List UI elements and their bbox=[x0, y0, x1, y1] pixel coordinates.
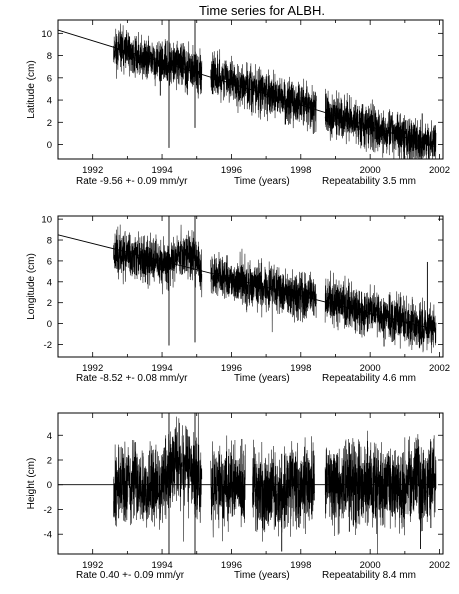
longitude-time-label: Time (years) bbox=[234, 373, 290, 384]
longitude-series-segment bbox=[113, 224, 203, 298]
longitude-y-tick-label: 6 bbox=[47, 256, 52, 267]
latitude-x-tick-label: 1996 bbox=[221, 165, 242, 176]
longitude-x-tick-label: 1998 bbox=[290, 363, 311, 374]
latitude-series bbox=[57, 20, 437, 159]
longitude-y-tick-label: 4 bbox=[47, 277, 52, 288]
longitude-series-segment bbox=[324, 270, 437, 354]
latitude-y-tick-label: 4 bbox=[47, 96, 52, 107]
height-x-tick-label: 1992 bbox=[82, 560, 103, 571]
height-y-tick-label: 2 bbox=[47, 456, 52, 467]
latitude-plot-frame bbox=[57, 19, 444, 160]
longitude-plot-frame bbox=[57, 215, 444, 358]
longitude-x-tick-label: 1994 bbox=[151, 363, 172, 374]
latitude-y-tick-label: 8 bbox=[47, 51, 52, 62]
longitude-rate-label: Rate -8.52 +- 0.08 mm/yr bbox=[76, 373, 188, 384]
height-x-tick-label: 1994 bbox=[151, 560, 172, 571]
latitude-time-label: Time (years) bbox=[234, 176, 290, 187]
height-series bbox=[58, 413, 437, 554]
latitude-series-segment bbox=[210, 49, 317, 135]
latitude-y-tick-label: 0 bbox=[47, 140, 52, 151]
latitude-series-segment bbox=[113, 23, 203, 99]
longitude-series-segment bbox=[210, 248, 317, 333]
latitude-axis-label: Latitude (cm) bbox=[26, 60, 37, 118]
height-repeatability-label: Repeatability 8.4 mm bbox=[322, 570, 416, 581]
longitude-y-tick-label: 2 bbox=[47, 298, 52, 309]
longitude-y-tick-label: 8 bbox=[47, 236, 52, 247]
latitude-x-tick-label: 1998 bbox=[290, 165, 311, 176]
longitude-x-tick-label: 2002 bbox=[429, 363, 450, 374]
figure-title: Time series for ALBH. bbox=[199, 3, 325, 18]
longitude-x-tick-label: 2000 bbox=[360, 363, 381, 374]
height-x-tick-label: 2000 bbox=[360, 560, 381, 571]
height-axis-ticks: 1992 1994 1996 1998 2000 2002 -4 -2 0 2 4 bbox=[44, 413, 450, 571]
height-series-segment bbox=[113, 413, 203, 542]
height-y-tick-label: 0 bbox=[47, 480, 52, 491]
latitude-repeatability-label: Repeatability 3.5 mm bbox=[322, 176, 416, 187]
height-plot-frame bbox=[57, 412, 444, 555]
latitude-panel: 1992 1994 1996 1998 2000 2002 0 2 4 6 8 10 Latitude… bbox=[26, 19, 450, 187]
height-axis-label: Height (cm) bbox=[26, 458, 37, 510]
latitude-rate-label: Rate -9.56 +- 0.09 mm/yr bbox=[76, 176, 188, 187]
longitude-axis-ticks: 1992 1994 1996 1998 2000 2002 -2 0 2 4 6 8 10 bbox=[41, 215, 450, 374]
latitude-axis-ticks: 1992 1994 1996 1998 2000 2002 0 2 4 6 8 10 bbox=[41, 20, 450, 176]
height-series-segment bbox=[210, 435, 246, 542]
latitude-x-tick-label: 1992 bbox=[82, 165, 103, 176]
longitude-y-tick-label: -2 bbox=[44, 340, 52, 351]
longitude-repeatability-label: Repeatability 4.6 mm bbox=[322, 373, 416, 384]
longitude-series bbox=[57, 216, 437, 354]
latitude-x-tick-label: 2000 bbox=[360, 165, 381, 176]
longitude-panel: 1992 1994 1996 1998 2000 2002 -2 0 2 4 6 8 10 Longit… bbox=[26, 215, 450, 384]
latitude-y-tick-label: 10 bbox=[41, 29, 52, 40]
latitude-x-tick-label: 2002 bbox=[429, 165, 450, 176]
height-panel: 1992 1994 1996 1998 2000 2002 -4 -2 0 2 4 Height (… bbox=[26, 412, 450, 581]
longitude-x-tick-label: 1992 bbox=[82, 363, 103, 374]
height-rate-label: Rate 0.40 +- 0.09 mm/yr bbox=[76, 570, 185, 581]
height-x-tick-label: 1996 bbox=[221, 560, 242, 571]
height-x-tick-label: 1998 bbox=[290, 560, 311, 571]
height-series-segment bbox=[252, 436, 315, 542]
height-y-tick-label: -2 bbox=[44, 505, 52, 516]
latitude-y-tick-label: 2 bbox=[47, 118, 52, 129]
latitude-series-segment bbox=[324, 88, 437, 159]
height-y-tick-label: 4 bbox=[47, 431, 52, 442]
height-y-tick-label: -4 bbox=[44, 530, 52, 541]
height-x-tick-label: 2002 bbox=[429, 560, 450, 571]
height-series-segment bbox=[324, 430, 437, 554]
latitude-y-tick-label: 6 bbox=[47, 73, 52, 84]
longitude-axis-label: Longitude (cm) bbox=[26, 253, 37, 320]
longitude-y-tick-label: 10 bbox=[41, 215, 52, 226]
longitude-y-tick-label: 0 bbox=[47, 319, 52, 330]
height-time-label: Time (years) bbox=[234, 570, 290, 581]
longitude-x-tick-label: 1996 bbox=[221, 363, 242, 374]
latitude-x-tick-label: 1994 bbox=[151, 165, 172, 176]
